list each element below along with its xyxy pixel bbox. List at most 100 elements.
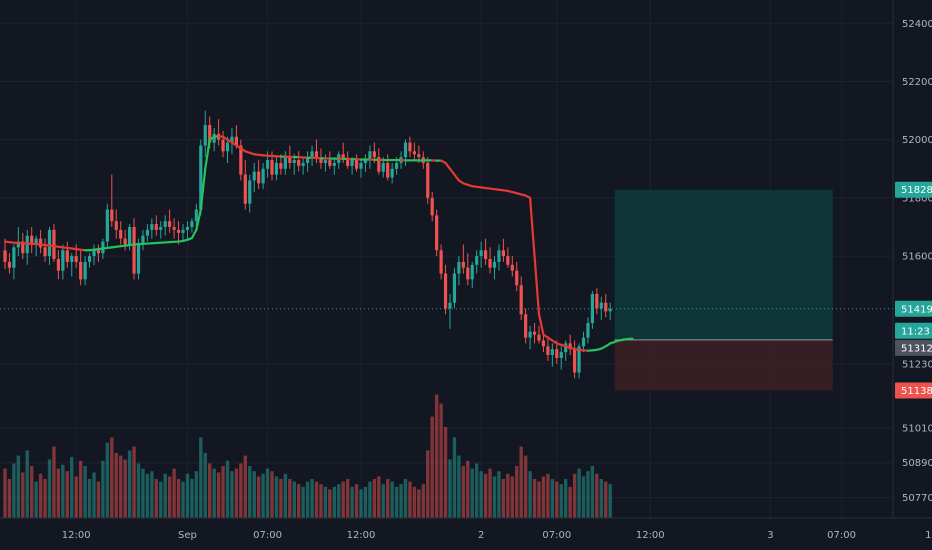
candle-body[interactable]	[234, 136, 239, 146]
candle-body[interactable]	[586, 323, 590, 338]
candle-body[interactable]	[181, 229, 185, 233]
candle-body[interactable]	[564, 343, 568, 353]
candle-body[interactable]	[252, 171, 256, 181]
candle-body[interactable]	[265, 160, 270, 169]
candle-body[interactable]	[506, 256, 510, 265]
candle-body[interactable]	[390, 168, 394, 178]
candle-body[interactable]	[221, 139, 225, 152]
candle-body[interactable]	[16, 241, 20, 248]
candle-body[interactable]	[319, 157, 323, 163]
candle-body[interactable]	[132, 226, 136, 274]
candle-body[interactable]	[435, 215, 439, 251]
candle-body[interactable]	[47, 229, 52, 257]
candle-body[interactable]	[572, 349, 577, 373]
candle-body[interactable]	[492, 261, 497, 268]
candle-body[interactable]	[430, 197, 434, 216]
candle-body[interactable]	[332, 162, 336, 166]
candle-body[interactable]	[270, 160, 274, 175]
candle-body[interactable]	[305, 157, 310, 163]
price-axis-panel[interactable]	[893, 0, 932, 550]
candle-body[interactable]	[172, 226, 176, 230]
candle-body[interactable]	[501, 250, 506, 257]
target-zone[interactable]	[614, 189, 833, 340]
candle-body[interactable]	[368, 151, 372, 161]
candle-body[interactable]	[524, 314, 528, 338]
time-axis[interactable]: 12:00 Sep 07:00 12:00 2 07:00 12:00 3 07:00 12:00	[62, 530, 932, 541]
candle-body[interactable]	[43, 247, 47, 257]
candle-body[interactable]	[38, 238, 43, 248]
candle-body[interactable]	[412, 151, 417, 155]
candle-body[interactable]	[279, 162, 283, 169]
candle-body[interactable]	[150, 224, 154, 230]
candle-body[interactable]	[21, 241, 25, 254]
candle-body[interactable]	[483, 250, 488, 259]
candle-body[interactable]	[403, 142, 408, 158]
candle-body[interactable]	[283, 157, 287, 169]
candle-body[interactable]	[12, 247, 16, 268]
candle-body[interactable]	[354, 160, 359, 169]
candle-body[interactable]	[443, 273, 448, 309]
candle-body[interactable]	[461, 261, 465, 268]
candle-body[interactable]	[159, 226, 163, 230]
candle-body[interactable]	[466, 267, 470, 280]
candle-body[interactable]	[194, 209, 198, 222]
candle-body[interactable]	[70, 256, 74, 262]
candle-body[interactable]	[7, 261, 12, 268]
candle-body[interactable]	[123, 238, 127, 245]
candle-body[interactable]	[127, 226, 132, 245]
candle-body[interactable]	[363, 160, 368, 163]
candle-body[interactable]	[310, 151, 314, 158]
candle-body[interactable]	[510, 264, 514, 271]
candle-body[interactable]	[515, 270, 519, 286]
candle-body[interactable]	[599, 302, 603, 309]
candle-body[interactable]	[377, 157, 381, 172]
candle-body[interactable]	[297, 160, 301, 166]
candle-body[interactable]	[87, 256, 92, 262]
candle-body[interactable]	[257, 171, 261, 184]
candle-body[interactable]	[208, 125, 212, 143]
time-axis-panel[interactable]	[0, 518, 893, 550]
candle-body[interactable]	[30, 235, 34, 245]
candle-body[interactable]	[301, 162, 305, 166]
candle-body[interactable]	[3, 250, 7, 262]
candle-body[interactable]	[110, 209, 114, 222]
candle-body[interactable]	[475, 256, 479, 265]
candle-body[interactable]	[457, 261, 461, 274]
candle-body[interactable]	[346, 160, 350, 166]
candle-body[interactable]	[136, 244, 141, 274]
candle-body[interactable]	[52, 229, 56, 259]
candle-body[interactable]	[185, 226, 190, 230]
candle-body[interactable]	[168, 221, 172, 227]
candle-body[interactable]	[350, 160, 354, 166]
candle-body[interactable]	[83, 261, 87, 280]
candle-body[interactable]	[497, 250, 501, 262]
candle-body[interactable]	[581, 337, 586, 347]
candle-body[interactable]	[239, 145, 243, 175]
candle-body[interactable]	[550, 349, 554, 356]
candle-body[interactable]	[577, 346, 581, 373]
candle-body[interactable]	[230, 136, 234, 143]
candle-body[interactable]	[248, 180, 252, 204]
candle-body[interactable]	[604, 302, 608, 312]
position-zones[interactable]	[614, 189, 833, 391]
candle-body[interactable]	[408, 142, 412, 152]
candle-body[interactable]	[359, 162, 363, 169]
candle-body[interactable]	[452, 273, 457, 303]
candle-body[interactable]	[145, 229, 150, 236]
candle-body[interactable]	[537, 334, 541, 341]
candle-body[interactable]	[105, 209, 109, 242]
candle-body[interactable]	[519, 285, 523, 315]
candle-body[interactable]	[190, 221, 194, 227]
candle-body[interactable]	[439, 250, 443, 274]
candle-body[interactable]	[381, 162, 385, 172]
candle-body[interactable]	[141, 235, 145, 245]
candle-body[interactable]	[328, 160, 332, 166]
candle-body[interactable]	[417, 154, 421, 158]
candle-body[interactable]	[541, 340, 546, 347]
candle-body[interactable]	[114, 221, 118, 230]
candle-body[interactable]	[372, 151, 376, 158]
candle-body[interactable]	[323, 160, 328, 163]
candle-body[interactable]	[56, 259, 61, 271]
candle-body[interactable]	[225, 142, 230, 152]
